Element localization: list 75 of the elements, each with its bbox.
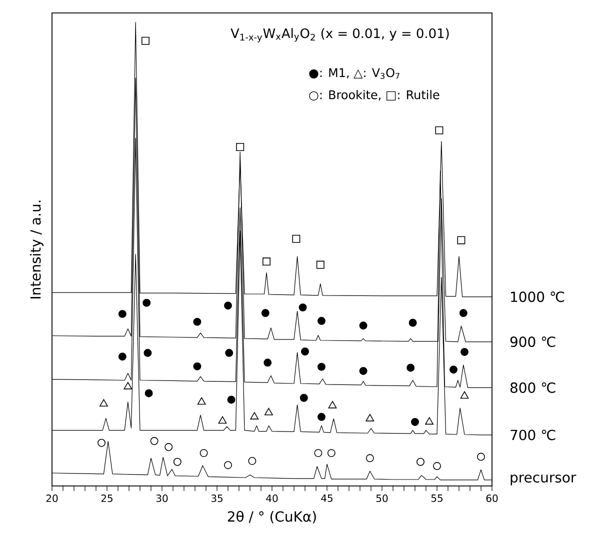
x-tick-label: 50 bbox=[376, 494, 388, 502]
point bbox=[301, 348, 309, 356]
annotation: ○: Brookite, □: Rutile bbox=[309, 90, 440, 101]
x-tick-label: 25 bbox=[101, 494, 112, 502]
point bbox=[236, 143, 244, 151]
point bbox=[98, 438, 106, 447]
point bbox=[250, 412, 259, 420]
series-label: 900 ℃ bbox=[510, 336, 556, 348]
point bbox=[366, 414, 374, 422]
point bbox=[218, 416, 227, 424]
point bbox=[450, 366, 458, 374]
point bbox=[477, 452, 485, 461]
x-tick-label: 55 bbox=[431, 494, 442, 502]
point bbox=[264, 358, 272, 367]
legend-label: precursor bbox=[510, 474, 576, 486]
point bbox=[298, 303, 307, 312]
point bbox=[460, 348, 468, 356]
point bbox=[224, 302, 232, 310]
series-label: 1000 ℃ bbox=[511, 292, 564, 302]
point bbox=[314, 449, 322, 458]
point bbox=[359, 366, 368, 375]
point bbox=[408, 318, 417, 327]
point bbox=[406, 364, 415, 372]
point bbox=[200, 449, 208, 458]
point bbox=[150, 437, 158, 445]
point bbox=[366, 454, 374, 462]
x-axis-title: 2θ / ° (CuKα) bbox=[228, 510, 316, 524]
point bbox=[327, 449, 336, 458]
point bbox=[142, 36, 150, 45]
point bbox=[264, 408, 273, 416]
point bbox=[164, 443, 173, 452]
point bbox=[318, 316, 326, 325]
x-tick-label: 30 bbox=[156, 494, 168, 502]
point bbox=[144, 348, 152, 357]
point bbox=[328, 400, 337, 408]
annotation: ●: M1, △: V$_{3}$O$_{7}$ bbox=[309, 68, 400, 79]
point bbox=[224, 461, 232, 470]
point bbox=[173, 458, 182, 466]
point bbox=[227, 396, 236, 404]
x-tick-label: 20 bbox=[46, 494, 58, 502]
point bbox=[318, 362, 326, 371]
point bbox=[262, 258, 270, 266]
x-tick-label: 45 bbox=[321, 494, 332, 502]
point bbox=[118, 352, 126, 361]
point bbox=[416, 458, 424, 466]
point bbox=[100, 399, 108, 406]
point bbox=[316, 260, 324, 269]
point bbox=[300, 394, 308, 402]
y-axis-title: Intensity / a.u. bbox=[30, 200, 44, 298]
point bbox=[292, 234, 300, 243]
series-label: 700 ℃ bbox=[510, 430, 556, 440]
point bbox=[248, 456, 256, 465]
point bbox=[225, 348, 234, 357]
point bbox=[435, 126, 444, 134]
point bbox=[261, 309, 270, 317]
point bbox=[459, 309, 468, 317]
point bbox=[124, 382, 132, 390]
point bbox=[425, 417, 434, 425]
point bbox=[144, 389, 153, 398]
chart-title: V$_{1-x-y}$W$_{x}$Al$_{y}$O$_{2}$ (x = 0.01, y = 0.01) bbox=[230, 28, 449, 42]
point bbox=[193, 318, 202, 326]
series-label: 800 ℃ bbox=[510, 382, 556, 393]
point bbox=[197, 397, 206, 405]
x-tick-label: 40 bbox=[266, 494, 278, 502]
point bbox=[457, 236, 466, 244]
point bbox=[318, 412, 326, 421]
x-tick-label: 35 bbox=[211, 494, 222, 502]
point bbox=[460, 391, 469, 399]
point bbox=[411, 418, 419, 426]
point bbox=[118, 310, 126, 318]
point bbox=[433, 462, 441, 470]
point bbox=[359, 322, 368, 330]
x-tick-label: 60 bbox=[486, 494, 498, 502]
point bbox=[193, 362, 202, 370]
point bbox=[142, 298, 151, 307]
